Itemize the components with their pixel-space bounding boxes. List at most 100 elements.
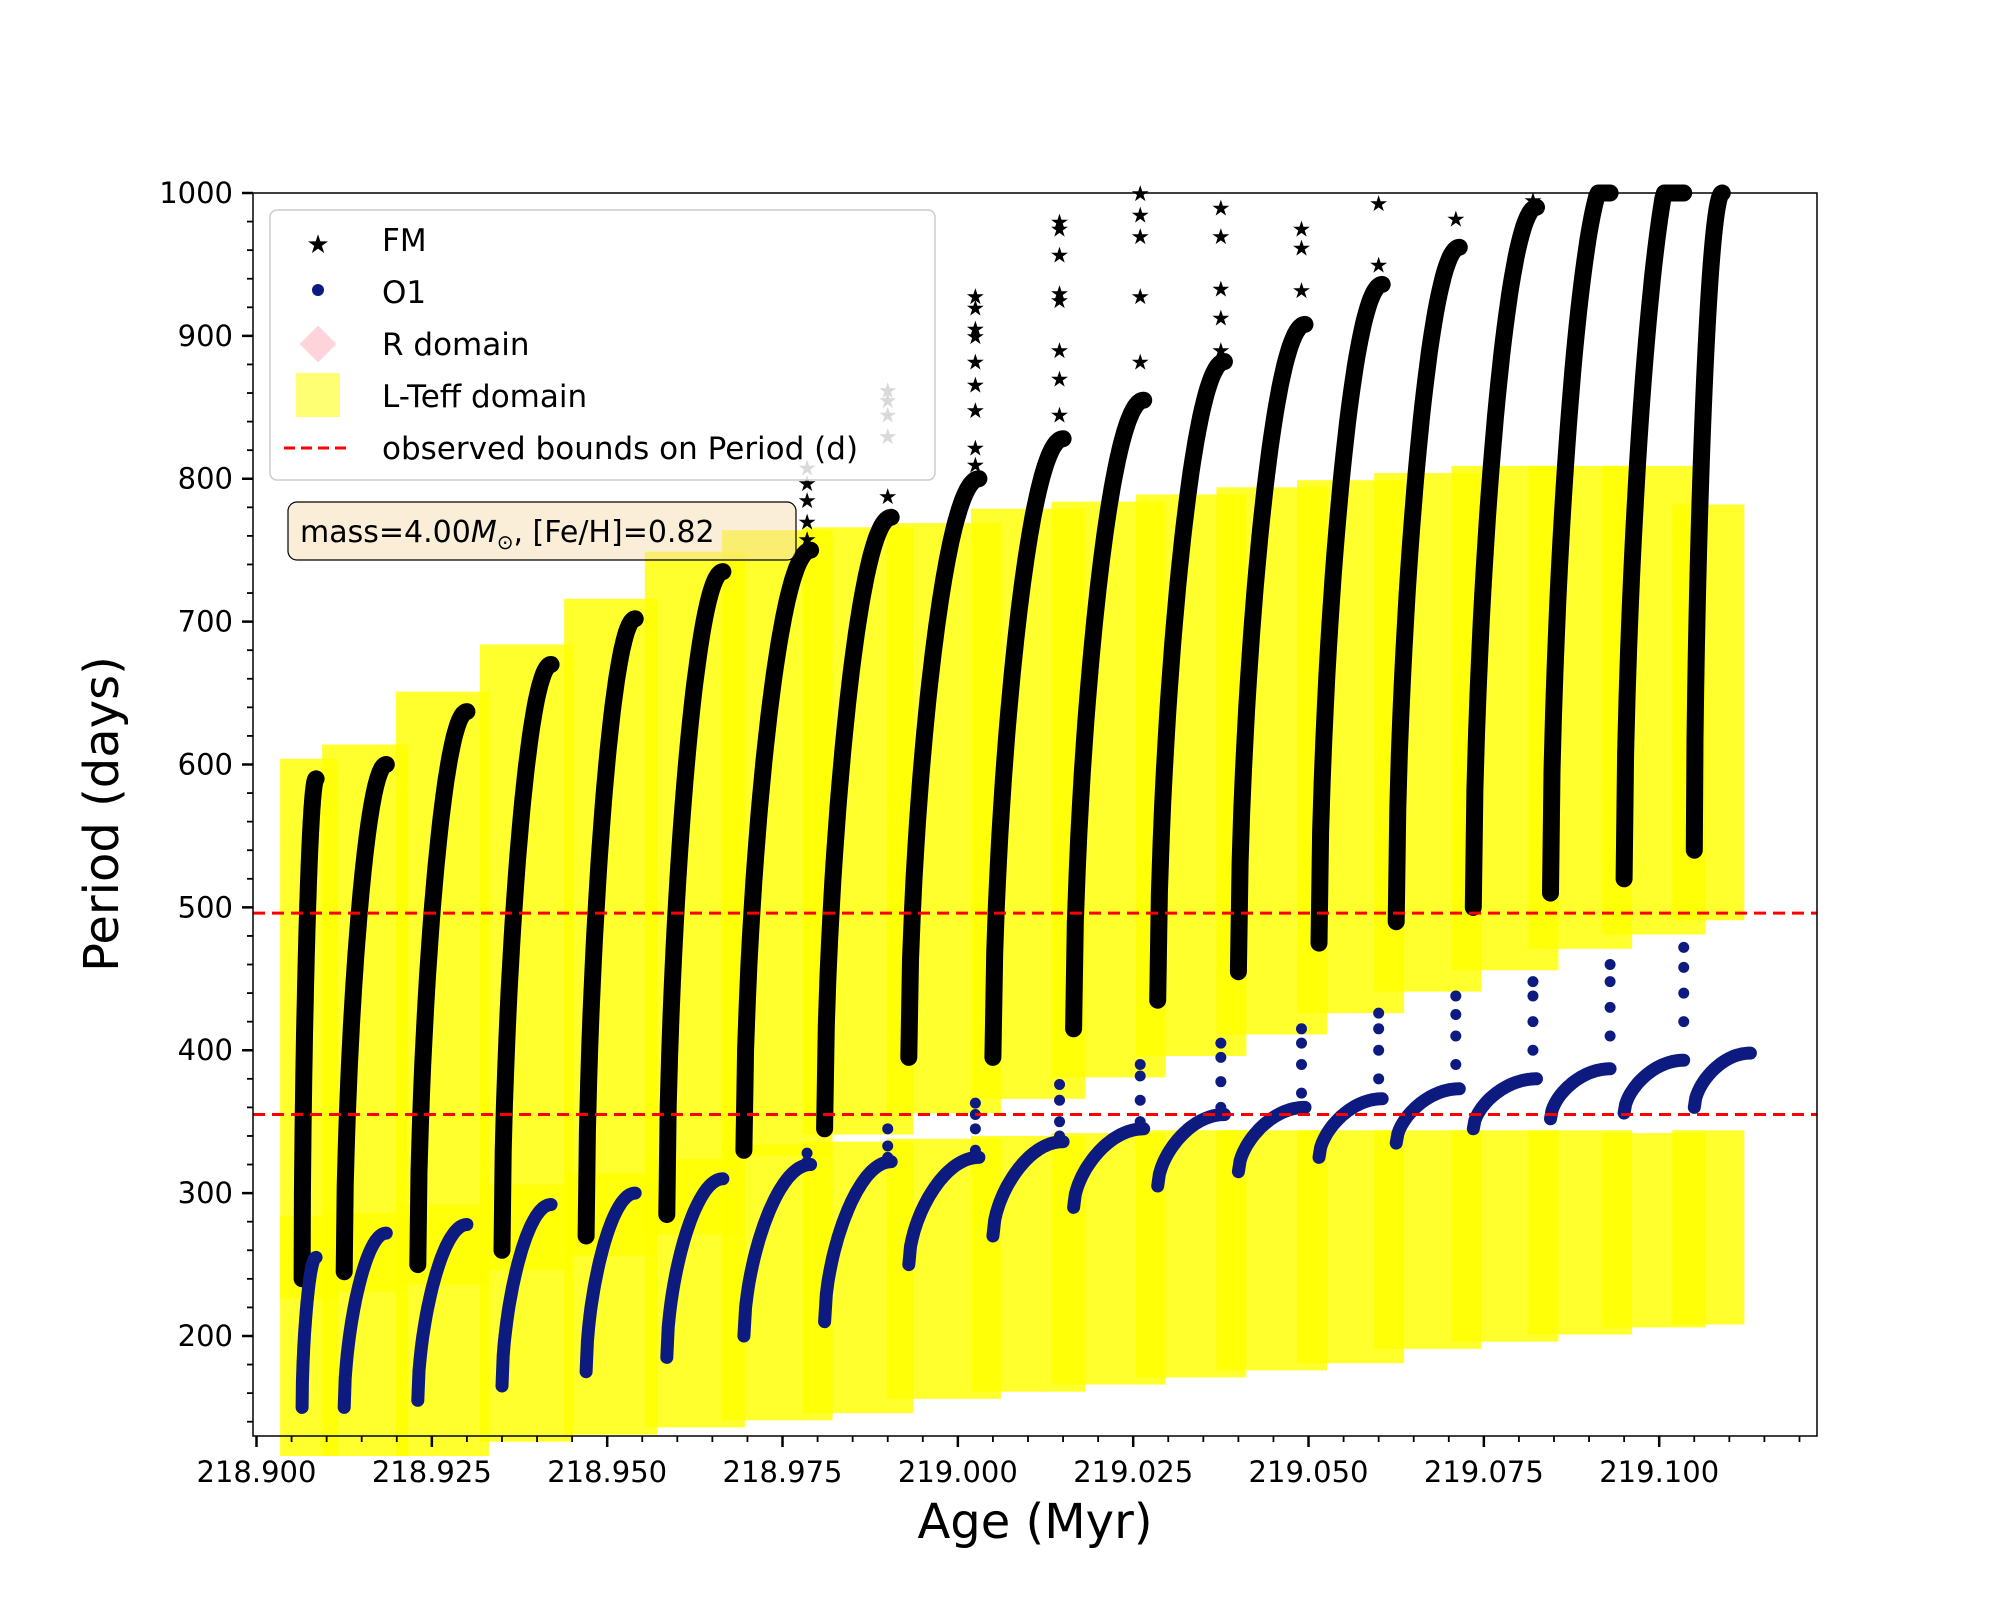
fm-star-point: ★ bbox=[1050, 403, 1070, 428]
fm-cycle-curve bbox=[900, 470, 988, 1066]
o1-circle-point bbox=[1054, 1094, 1066, 1106]
legend-fm-star-marker: ★ bbox=[306, 230, 329, 260]
o1-circle-point bbox=[1604, 1001, 1616, 1013]
o1-cycle-curve bbox=[902, 1150, 986, 1272]
legend-bounds-label: observed bounds on Period (d) bbox=[382, 431, 858, 467]
fm-star-point: ★ bbox=[1050, 218, 1070, 243]
o1-cycle-curve bbox=[295, 1250, 323, 1414]
fm-star-point: ★ bbox=[1050, 243, 1070, 268]
o1-circle-point bbox=[1373, 1007, 1385, 1019]
fm-star-point: ★ bbox=[1211, 339, 1231, 364]
fm-cycle-curve bbox=[984, 430, 1072, 1066]
fm-star-point: ★ bbox=[1369, 192, 1389, 217]
fm-cycle-curve bbox=[658, 563, 732, 1223]
o1-circle-point bbox=[1054, 1079, 1066, 1091]
fm-star-point: ★ bbox=[966, 351, 986, 376]
y-tick-label: 600 bbox=[178, 747, 233, 781]
fm-star-point: ★ bbox=[1369, 253, 1389, 278]
l-teff-domain-layer bbox=[280, 465, 1745, 1456]
fm-star-point: ★ bbox=[966, 468, 986, 493]
fm-cycle-curve bbox=[1065, 391, 1153, 1038]
o1-cycle-curve bbox=[1067, 1122, 1151, 1214]
o1-circle-point bbox=[969, 1123, 981, 1135]
fm-star-point: ★ bbox=[1523, 189, 1543, 214]
fm-star-point: ★ bbox=[797, 511, 817, 536]
fm-cycle-curve bbox=[293, 770, 325, 1288]
fm-star-point: ★ bbox=[797, 539, 817, 564]
x-tick-label: 218.975 bbox=[723, 1455, 843, 1489]
legend-fm-label: FM bbox=[382, 223, 427, 259]
o1-circle-point bbox=[1678, 941, 1690, 953]
o1-circle-point bbox=[969, 1144, 981, 1156]
o1-circle-point bbox=[1373, 1073, 1385, 1085]
o1-circle-point bbox=[1678, 961, 1690, 973]
annotation-prefix: mass=4.00 bbox=[300, 515, 471, 550]
o1-cycle-curve bbox=[1617, 1053, 1691, 1120]
x-tick-label: 219.050 bbox=[1249, 1455, 1369, 1489]
o1-circle-point bbox=[1604, 1030, 1616, 1042]
x-tick-label: 219.075 bbox=[1424, 1455, 1544, 1489]
fm-star-point: ★ bbox=[878, 485, 898, 510]
fm-star-point: ★ bbox=[1130, 225, 1150, 250]
fm-cycle-curve bbox=[1387, 238, 1468, 931]
o1-circle-point bbox=[1215, 1076, 1227, 1088]
fm-star-point: ★ bbox=[1050, 339, 1070, 364]
y-tick-label: 1000 bbox=[159, 176, 233, 210]
y-tick-label: 800 bbox=[178, 462, 233, 496]
o1-circle-point bbox=[1296, 1037, 1308, 1049]
fm-star-point: ★ bbox=[1211, 196, 1231, 221]
y-tick-label: 700 bbox=[178, 605, 233, 639]
o1-circle-point bbox=[1134, 1070, 1146, 1082]
legend-l-teff-square-marker bbox=[296, 373, 340, 417]
fm-cycle-curve bbox=[577, 610, 644, 1245]
o1-circle-point bbox=[1134, 1116, 1146, 1128]
fm-cycle-curve bbox=[1229, 315, 1314, 981]
o1-cycle-curve bbox=[337, 1226, 393, 1414]
fm-star-point: ★ bbox=[797, 489, 817, 514]
y-tick-label: 400 bbox=[178, 1033, 233, 1067]
o1-cycle-curve bbox=[1687, 1046, 1757, 1114]
y-tick-label: 300 bbox=[178, 1176, 233, 1210]
o1-circle-point bbox=[1527, 976, 1539, 988]
o1-circle-point bbox=[1604, 976, 1616, 988]
y-tick-label: 500 bbox=[178, 890, 233, 924]
o1-circle-point bbox=[1134, 1059, 1146, 1071]
o1-circle-point bbox=[1054, 1130, 1066, 1142]
fm-cycle-curve bbox=[816, 508, 900, 1138]
fm-star-point: ★ bbox=[1211, 278, 1231, 303]
fm-star-point: ★ bbox=[966, 436, 986, 461]
observed-bounds-layer bbox=[253, 911, 1817, 1117]
o1-cycle-curve bbox=[737, 1158, 818, 1343]
o1-circle-point bbox=[1296, 1023, 1308, 1035]
fm-star-point: ★ bbox=[966, 373, 986, 398]
fm-star-point: ★ bbox=[1050, 289, 1070, 314]
legend-o1-label: O1 bbox=[382, 275, 426, 311]
o1-circle-point bbox=[1296, 1087, 1308, 1099]
fm-cycle-curve bbox=[1149, 353, 1233, 1009]
x-tick-label: 218.950 bbox=[547, 1455, 667, 1489]
o1-circle-point bbox=[1678, 1016, 1690, 1028]
o1-circle-point bbox=[1215, 1051, 1227, 1063]
legend-o1-circle-marker bbox=[312, 284, 324, 296]
fm-star-point: ★ bbox=[1050, 211, 1070, 236]
o1-circle-point bbox=[1215, 1037, 1227, 1049]
o1-cycle-curve bbox=[1466, 1072, 1543, 1136]
plot-frame bbox=[252, 192, 1818, 1437]
o1-circle-point bbox=[1450, 1009, 1462, 1021]
l-teff-band-lower bbox=[1672, 1130, 1745, 1325]
fm-star-point: ★ bbox=[966, 318, 986, 343]
annotation-suffix: , [Fe/H]=0.82 bbox=[513, 515, 714, 550]
o1-cycle-curve bbox=[1389, 1082, 1466, 1150]
o1-circle-point bbox=[1296, 1059, 1308, 1071]
o1-circle-point bbox=[1527, 990, 1539, 1002]
fm-star-point: ★ bbox=[1292, 236, 1312, 261]
fm-cycle-curve bbox=[1685, 184, 1731, 859]
fm-star-point: ★ bbox=[1050, 368, 1070, 393]
annotation-sun-subscript: ⊙ bbox=[497, 530, 514, 554]
fm-star-point: ★ bbox=[1211, 225, 1231, 250]
o1-circle-point bbox=[882, 1123, 894, 1135]
fm-star-point: ★ bbox=[1130, 203, 1150, 228]
fm-star-point: ★ bbox=[1211, 306, 1231, 331]
y-tick-label: 900 bbox=[178, 319, 233, 353]
